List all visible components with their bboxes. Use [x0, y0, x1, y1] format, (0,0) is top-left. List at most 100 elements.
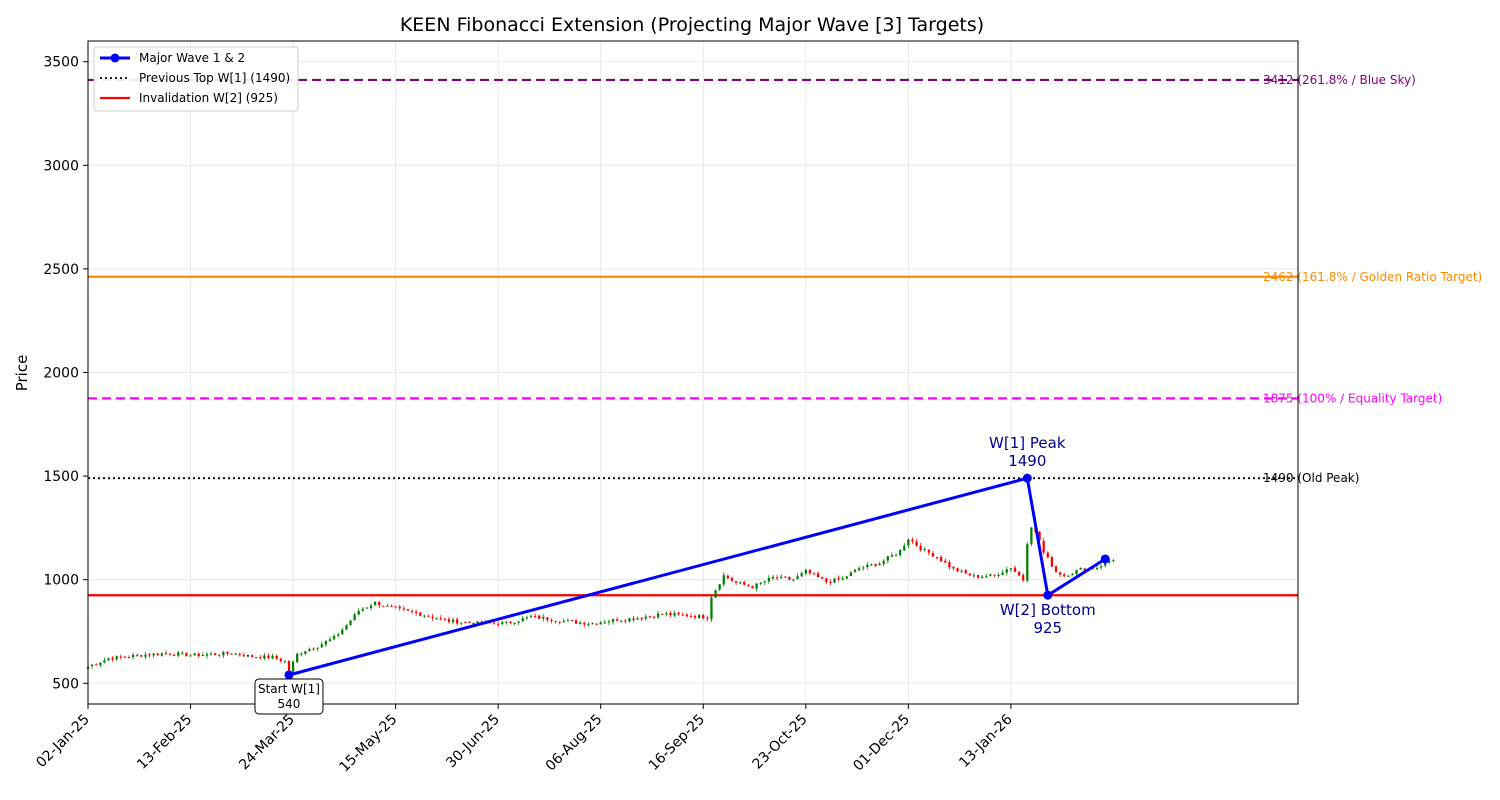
candle-body: [1112, 559, 1115, 561]
y-axis: 500 1000 1500 2000 2500 3000 3500: [43, 55, 88, 692]
candle-body: [579, 622, 582, 625]
candle-body: [771, 576, 775, 579]
candle-body: [574, 620, 578, 624]
candle-body: [1013, 567, 1017, 572]
candle-body: [394, 606, 397, 608]
candle-body: [304, 651, 307, 654]
candle-body: [279, 658, 282, 662]
candle-body: [1026, 544, 1029, 581]
candle-body: [1038, 531, 1041, 541]
candle-body: [369, 605, 373, 609]
candle-body: [681, 614, 684, 616]
candle-body: [140, 655, 143, 657]
candle-body: [693, 616, 697, 618]
candle-body: [382, 605, 385, 607]
candle-body: [566, 620, 570, 622]
candle-body: [410, 610, 414, 612]
candle-body: [948, 562, 951, 568]
candle-body: [296, 653, 299, 663]
candle-body: [234, 653, 237, 655]
x-tick-label: 30-Jun-25: [443, 712, 503, 772]
candle-body: [591, 623, 594, 625]
candle-body: [337, 634, 340, 636]
candle-body: [419, 612, 422, 616]
candle-body: [148, 654, 151, 656]
candle-body: [275, 655, 278, 659]
candle-body: [324, 641, 328, 645]
candle-body: [443, 618, 446, 620]
candle-body: [1005, 569, 1008, 573]
candle-body: [915, 541, 918, 546]
candle-body: [804, 569, 807, 574]
candle-body: [111, 657, 114, 660]
candle-body: [878, 563, 881, 566]
candle-body: [189, 655, 192, 657]
candle-body: [209, 653, 213, 655]
candle-body: [341, 629, 344, 635]
x-tick-label: 23-Oct-25: [750, 712, 811, 773]
candle-body: [447, 619, 451, 622]
y-tick-label: 1500: [43, 469, 79, 485]
candle-body: [201, 654, 204, 656]
candle-body: [767, 577, 771, 582]
candle-body: [255, 657, 258, 659]
candle-body: [193, 653, 196, 656]
candle-body: [849, 572, 853, 576]
candle-body: [845, 576, 848, 579]
candle-body: [812, 572, 816, 574]
candle-body: [1063, 574, 1066, 576]
blue-sky-level-label: 3412 (261.8% / Blue Sky): [1263, 73, 1416, 87]
candle-body: [554, 621, 557, 623]
candle-body: [1009, 568, 1013, 570]
candle-body: [406, 609, 410, 611]
x-tick-label: 06-Aug-25: [543, 712, 606, 775]
candle-body: [538, 615, 541, 619]
candle-body: [624, 620, 627, 622]
candle-body: [127, 657, 131, 659]
candle-body: [907, 539, 910, 546]
major-wave-line: [284, 473, 1110, 680]
candle-body: [90, 664, 94, 667]
candle-body: [615, 619, 619, 622]
legend-item: Previous Top W[1] (1490): [100, 71, 290, 85]
w2-bottom-label-value: 925: [1033, 619, 1062, 637]
chart-title: KEEN Fibonacci Extension (Projecting Maj…: [400, 14, 984, 36]
candle-body: [903, 545, 906, 551]
candle-body: [505, 621, 508, 623]
candle-body: [763, 581, 766, 583]
candle-body: [1030, 527, 1033, 544]
candle-body: [533, 615, 537, 617]
y-axis-label: Price: [13, 355, 31, 392]
x-tick-label: 15-May-25: [337, 712, 401, 776]
candle-body: [378, 601, 381, 606]
candle-body: [784, 576, 787, 578]
legend-marker: [110, 53, 120, 63]
x-tick-label: 02-Jan-25: [33, 712, 92, 771]
candle-body: [365, 607, 369, 609]
candle-body: [800, 573, 803, 577]
candle-body: [546, 617, 549, 620]
candle-body: [833, 578, 836, 583]
candle-body: [1017, 572, 1021, 576]
candle-body: [755, 583, 758, 589]
wave-polyline: [288, 476, 1107, 677]
start-w1-label: Start W[1]540: [254, 678, 324, 715]
candle-body: [226, 651, 229, 654]
candle-body: [935, 557, 939, 559]
candle-body: [788, 576, 791, 580]
candle-body: [857, 568, 861, 571]
old-peak-level-label: 1490 (Old Peak): [1263, 471, 1359, 485]
candle-body: [652, 616, 656, 618]
candle-body: [919, 545, 922, 551]
candle-body: [464, 621, 467, 623]
candle-body: [164, 652, 168, 654]
candle-body: [1075, 570, 1078, 575]
candle-body: [698, 615, 701, 619]
candle-body: [173, 654, 176, 656]
candle-body: [956, 568, 959, 572]
candle-body: [952, 566, 955, 569]
candle-body: [739, 582, 742, 584]
candle-body: [886, 556, 889, 561]
candle-body: [874, 563, 877, 566]
candle-body: [517, 621, 520, 623]
